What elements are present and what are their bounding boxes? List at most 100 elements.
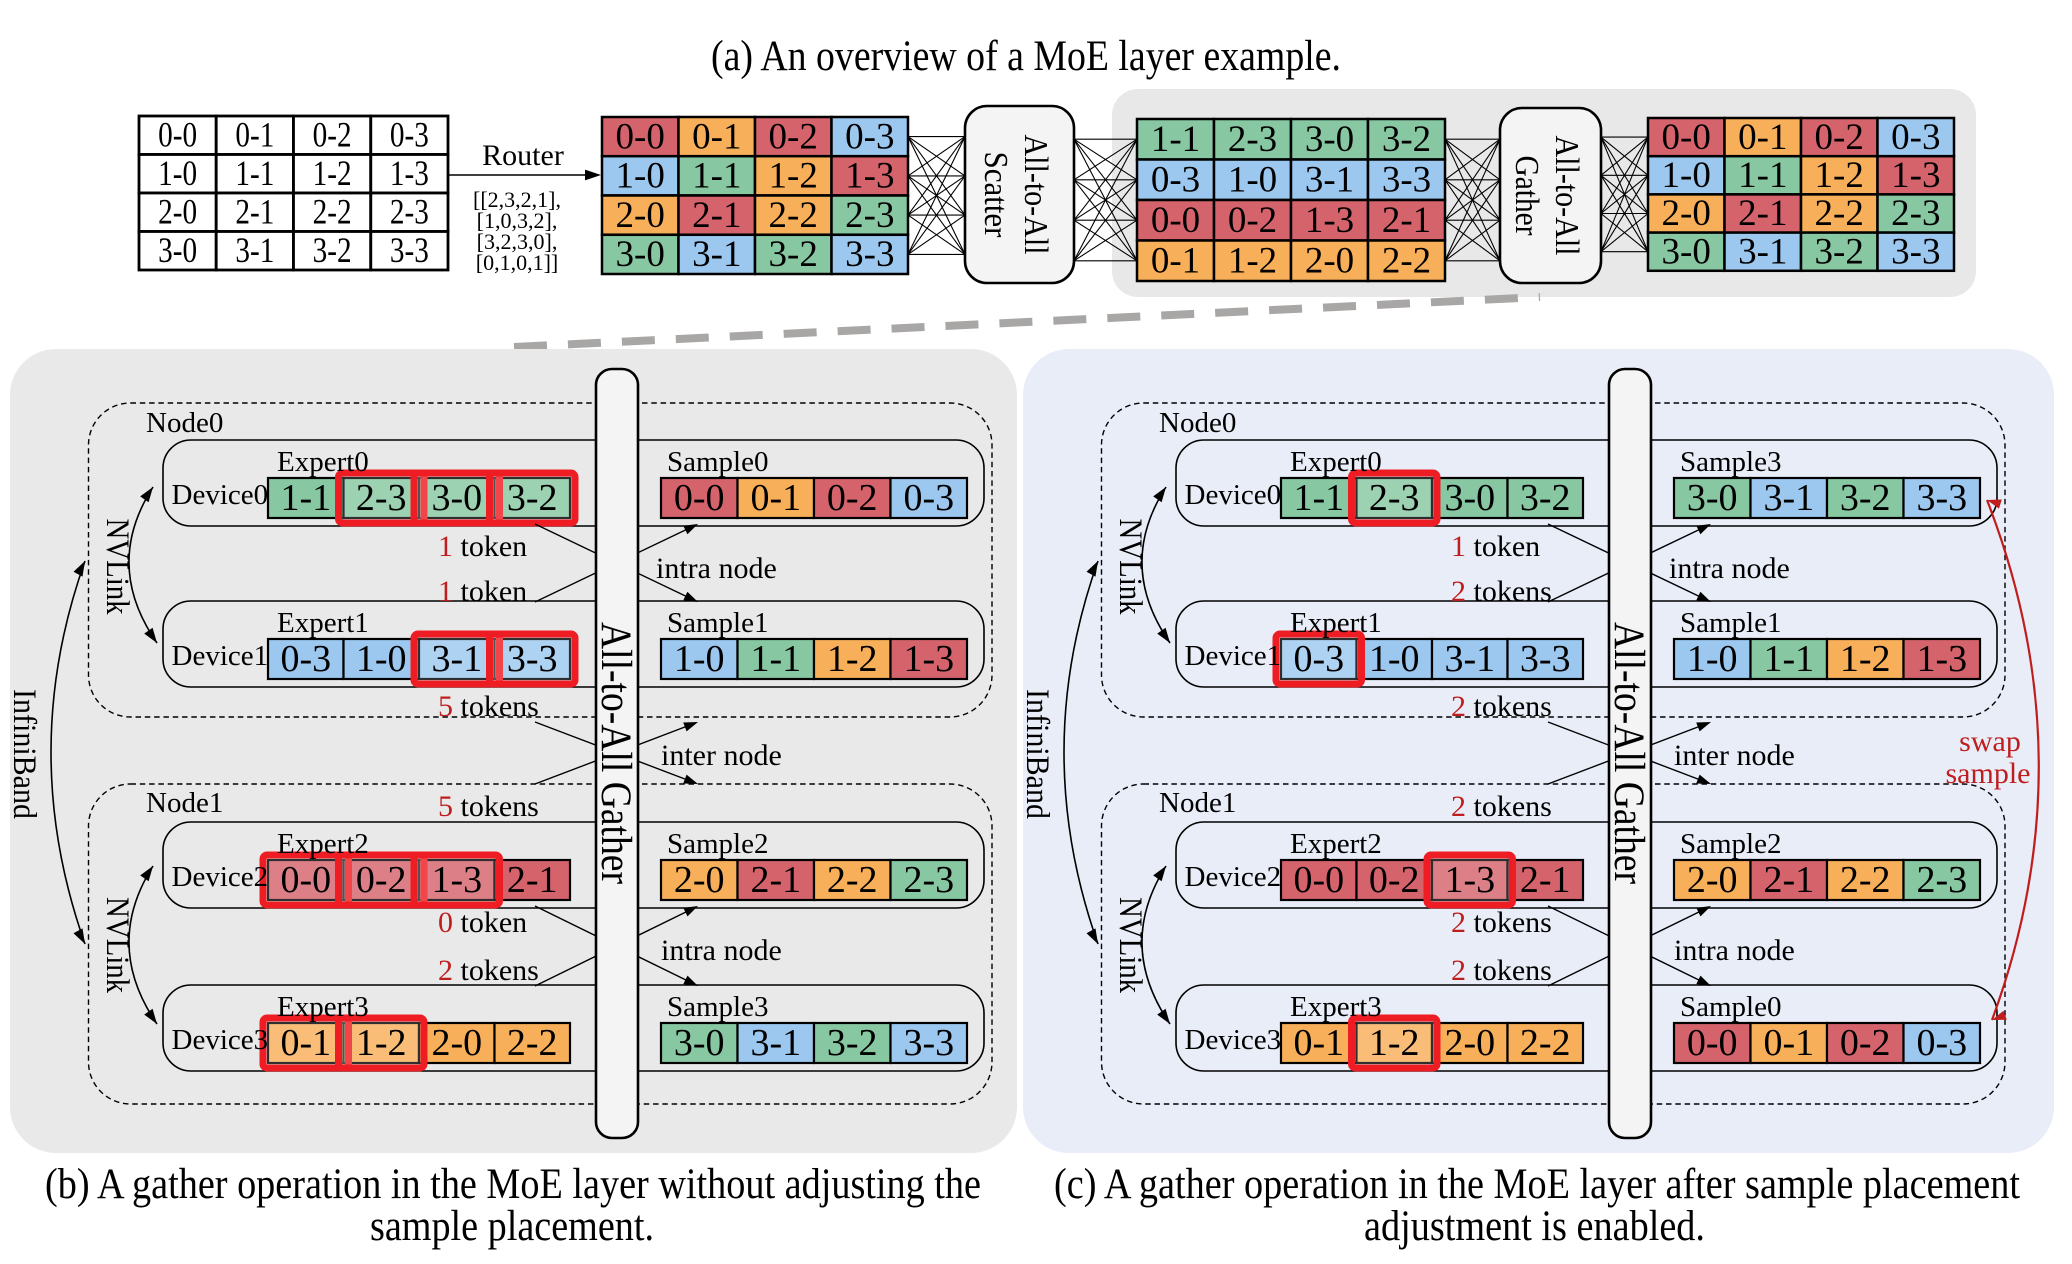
svg-text:1-3: 1-3 <box>1891 155 1940 196</box>
svg-text:1-3: 1-3 <box>1444 859 1495 901</box>
svg-text:3-0: 3-0 <box>1444 477 1495 519</box>
svg-text:0 token: 0 token <box>438 906 527 939</box>
svg-text:0-2: 0-2 <box>1369 859 1420 901</box>
svg-text:2-1: 2-1 <box>1738 193 1787 234</box>
svg-text:3-1: 3-1 <box>1738 231 1787 272</box>
svg-text:Expert2: Expert2 <box>1290 828 1382 860</box>
svg-text:Sample0: Sample0 <box>1680 991 1782 1023</box>
svg-text:Node1: Node1 <box>146 787 223 819</box>
svg-text:0-2: 0-2 <box>827 477 878 519</box>
svg-text:3-1: 3-1 <box>1305 159 1354 200</box>
svg-text:2-1: 2-1 <box>750 859 801 901</box>
svg-text:Node1: Node1 <box>1159 787 1236 819</box>
svg-text:1-2: 1-2 <box>1369 1022 1420 1064</box>
svg-text:0-2: 0-2 <box>769 116 818 157</box>
svg-text:1-1: 1-1 <box>1738 155 1787 196</box>
svg-text:1-0: 1-0 <box>356 638 407 680</box>
svg-text:Scatter: Scatter <box>977 152 1014 239</box>
svg-text:Device3: Device3 <box>1185 1024 1282 1056</box>
svg-text:0-0: 0-0 <box>616 116 665 157</box>
svg-text:3-1: 3-1 <box>431 638 482 680</box>
svg-text:0-0: 0-0 <box>1151 200 1200 241</box>
svg-text:1-3: 1-3 <box>845 156 894 197</box>
svg-text:2-1: 2-1 <box>1382 200 1431 241</box>
svg-text:3-1: 3-1 <box>1444 638 1495 680</box>
svg-text:3-0: 3-0 <box>431 477 482 519</box>
svg-text:2 tokens: 2 tokens <box>1451 954 1552 987</box>
svg-text:0-1: 0-1 <box>750 477 801 519</box>
svg-text:0-2: 0-2 <box>356 859 407 901</box>
svg-text:0-0: 0-0 <box>1687 1022 1738 1064</box>
svg-text:1 token: 1 token <box>1451 530 1540 563</box>
svg-text:Sample2: Sample2 <box>1680 828 1782 860</box>
svg-text:2-0: 2-0 <box>674 859 725 901</box>
svg-text:3-2: 3-2 <box>769 234 818 275</box>
svg-text:[1,0,3,2],: [1,0,3,2], <box>477 208 558 233</box>
svg-text:(b) A gather operation in the: (b) A gather operation in the MoE layer … <box>45 1161 981 1208</box>
svg-text:3-0: 3-0 <box>1662 231 1711 272</box>
svg-text:0-3: 0-3 <box>1293 638 1344 680</box>
svg-text:2 tokens: 2 tokens <box>1451 790 1552 823</box>
svg-text:3-0: 3-0 <box>616 234 665 275</box>
svg-text:2-3: 2-3 <box>356 477 407 519</box>
svg-text:3-0: 3-0 <box>158 230 197 270</box>
svg-text:3-3: 3-3 <box>845 234 894 275</box>
svg-text:3-3: 3-3 <box>1891 231 1940 272</box>
svg-text:0-3: 0-3 <box>845 116 894 157</box>
svg-text:2 tokens: 2 tokens <box>1451 575 1552 608</box>
svg-text:1-3: 1-3 <box>903 638 954 680</box>
svg-text:3-1: 3-1 <box>692 234 741 275</box>
svg-text:1 token: 1 token <box>438 530 527 563</box>
svg-text:0-2: 0-2 <box>1840 1022 1891 1064</box>
svg-text:1-2: 1-2 <box>1840 638 1891 680</box>
svg-text:Expert0: Expert0 <box>277 446 369 478</box>
svg-text:3-3: 3-3 <box>1382 159 1431 200</box>
svg-text:Expert1: Expert1 <box>277 607 369 639</box>
svg-text:InfiniBand: InfiniBand <box>6 689 42 819</box>
svg-text:All-to-All: All-to-All <box>1017 135 1054 255</box>
svg-text:Device2: Device2 <box>1185 861 1282 893</box>
svg-text:Device1: Device1 <box>172 640 269 672</box>
svg-text:3-2: 3-2 <box>827 1022 878 1064</box>
svg-text:1-0: 1-0 <box>1662 155 1711 196</box>
svg-text:1-0: 1-0 <box>616 156 665 197</box>
svg-text:2-3: 2-3 <box>1228 119 1277 160</box>
svg-text:intra node: intra node <box>661 934 782 967</box>
svg-text:swap: swap <box>1959 725 2021 758</box>
svg-text:0-0: 0-0 <box>1662 117 1711 158</box>
svg-text:1 token: 1 token <box>438 575 527 608</box>
svg-text:3-0: 3-0 <box>674 1022 725 1064</box>
svg-text:Device1: Device1 <box>1185 640 1282 672</box>
svg-text:2 tokens: 2 tokens <box>1451 906 1552 939</box>
svg-text:5 tokens: 5 tokens <box>438 690 539 723</box>
svg-text:1-1: 1-1 <box>750 638 801 680</box>
svg-text:0-1: 0-1 <box>1738 117 1787 158</box>
svg-text:2-0: 2-0 <box>1444 1022 1495 1064</box>
svg-text:[[2,3,2,1],: [[2,3,2,1], <box>473 187 561 212</box>
svg-text:Expert1: Expert1 <box>1290 607 1382 639</box>
svg-text:0-2: 0-2 <box>1815 117 1864 158</box>
svg-text:2-2: 2-2 <box>1840 859 1891 901</box>
svg-text:1-0: 1-0 <box>674 638 725 680</box>
svg-text:1-2: 1-2 <box>1815 155 1864 196</box>
svg-text:1-1: 1-1 <box>1763 638 1814 680</box>
svg-text:0-3: 0-3 <box>1891 117 1940 158</box>
svg-text:1-3: 1-3 <box>1305 200 1354 241</box>
svg-text:1-1: 1-1 <box>1293 477 1344 519</box>
svg-text:Device0: Device0 <box>1185 479 1282 511</box>
svg-text:sample placement.: sample placement. <box>370 1203 654 1250</box>
svg-text:3-2: 3-2 <box>1382 119 1431 160</box>
svg-text:1-3: 1-3 <box>1916 638 1967 680</box>
svg-text:1-0: 1-0 <box>1369 638 1420 680</box>
svg-text:Sample1: Sample1 <box>1680 607 1782 639</box>
svg-text:Gather: Gather <box>1508 156 1545 237</box>
svg-text:3-3: 3-3 <box>507 638 558 680</box>
svg-text:inter node: inter node <box>661 739 782 772</box>
svg-text:0-0: 0-0 <box>158 115 197 155</box>
svg-text:3-3: 3-3 <box>903 1022 954 1064</box>
svg-text:1-1: 1-1 <box>235 153 274 193</box>
svg-text:3-2: 3-2 <box>1520 477 1571 519</box>
svg-text:2-3: 2-3 <box>1916 859 1967 901</box>
svg-text:intra node: intra node <box>1669 552 1790 585</box>
svg-text:All-to-All Gather: All-to-All Gather <box>592 622 639 884</box>
